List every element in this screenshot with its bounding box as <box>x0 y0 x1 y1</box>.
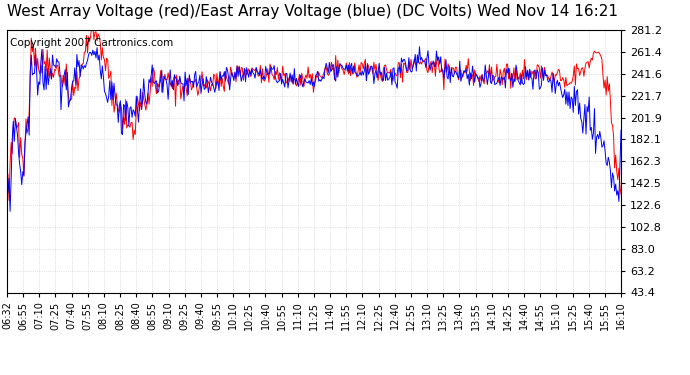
Text: Copyright 2007 Cartronics.com: Copyright 2007 Cartronics.com <box>10 38 173 48</box>
Text: West Array Voltage (red)/East Array Voltage (blue) (DC Volts) Wed Nov 14 16:21: West Array Voltage (red)/East Array Volt… <box>7 4 618 19</box>
